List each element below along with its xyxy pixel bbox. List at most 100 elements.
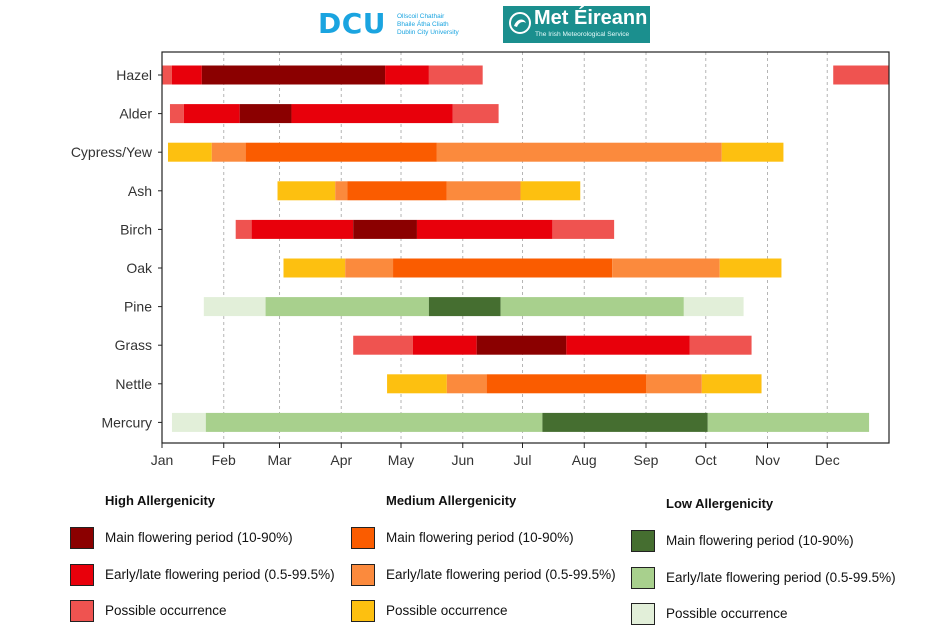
bar-birch-main xyxy=(353,219,417,239)
bar-mercury-main xyxy=(542,412,708,432)
legend-label: Main flowering period (10-90%) xyxy=(105,530,293,545)
legend-label: Early/late flowering period (0.5-99.5%) xyxy=(666,570,896,585)
bar-oak-possible xyxy=(719,258,782,278)
legend-swatch xyxy=(631,530,655,552)
category-label-pine: Pine xyxy=(124,299,152,315)
legend-swatch xyxy=(631,603,655,625)
bar-hazel-possible xyxy=(162,65,172,85)
x-tick-label-jul: Jul xyxy=(514,452,532,468)
bar-nettle-main xyxy=(486,374,647,394)
legend-title-medium: Medium Allergenicity xyxy=(386,493,517,508)
met-swirl-icon xyxy=(509,12,531,34)
legend-item-low-early-late: Early/late flowering period (0.5-99.5%) xyxy=(631,567,927,593)
bar-hazel-early_late xyxy=(171,65,202,85)
legend-title-high: High Allergenicity xyxy=(105,493,216,508)
bar-hazel-early_late xyxy=(385,65,429,85)
bar-ash-early_late xyxy=(446,181,521,201)
dcu-logo-text: DCU xyxy=(318,7,387,40)
legend-label: Early/late flowering period (0.5-99.5%) xyxy=(105,567,335,582)
bar-pine-possible xyxy=(203,297,266,317)
legend-item-high-possible: Possible occurrence xyxy=(70,600,400,626)
dcu-logo: DCU Ollscoil Chathair Bhaile Átha Cliath… xyxy=(318,7,468,40)
bar-pine-main xyxy=(428,297,501,317)
plot-frame xyxy=(161,51,890,444)
bar-grass-early_late xyxy=(412,335,477,355)
met-eireann-logo: Met Éireann The Irish Meteorological Ser… xyxy=(503,6,650,43)
category-label-nettle: Nettle xyxy=(115,376,152,392)
met-logo-name: Met Éireann xyxy=(534,7,648,29)
legend-label: Early/late flowering period (0.5-99.5%) xyxy=(386,567,616,582)
bar-ash-early_late xyxy=(335,181,348,201)
bar-pine-possible xyxy=(683,297,744,317)
legend-item-medium-main: Main flowering period (10-90%) xyxy=(351,527,681,553)
bar-mercury-early_late xyxy=(707,412,870,432)
bar-nettle-early_late xyxy=(446,374,487,394)
x-tick-label-nov: Nov xyxy=(755,452,780,468)
bar-birch-possible xyxy=(235,219,252,239)
bar-pine-early_late xyxy=(500,297,684,317)
dcu-subtitle-line: Dublin City University xyxy=(397,29,459,36)
bar-mercury-early_late xyxy=(205,412,543,432)
category-label-ash: Ash xyxy=(128,183,152,199)
bar-mercury-possible xyxy=(171,412,206,432)
bar-pine-early_late xyxy=(265,297,429,317)
bar-hazel-possible xyxy=(428,65,483,85)
bar-ash-main xyxy=(347,181,447,201)
bar-birch-early_late xyxy=(416,219,553,239)
bar-cypress-yew-early_late xyxy=(436,142,722,162)
bar-cypress-yew-possible xyxy=(167,142,212,162)
category-label-cypress-yew: Cypress/Yew xyxy=(71,144,153,160)
x-tick-label-mar: Mar xyxy=(267,452,291,468)
legend-swatch xyxy=(631,567,655,589)
legend-swatch xyxy=(351,527,375,549)
bar-oak-early_late xyxy=(612,258,720,278)
dcu-subtitle-line: Bhaile Átha Cliath xyxy=(397,21,449,28)
x-tick-label-may: May xyxy=(388,452,414,468)
legend-swatch xyxy=(351,600,375,622)
legend-label: Possible occurrence xyxy=(666,606,788,621)
legend-swatch xyxy=(70,527,94,549)
bar-alder-main xyxy=(239,104,292,124)
bar-cypress-yew-main xyxy=(245,142,437,162)
legend-item-high-early-late: Early/late flowering period (0.5-99.5%) xyxy=(70,564,400,590)
x-tick-label-dec: Dec xyxy=(815,452,840,468)
category-label-oak: Oak xyxy=(126,260,153,276)
category-label-birch: Birch xyxy=(120,221,152,237)
legend-swatch xyxy=(70,600,94,622)
bar-grass-early_late xyxy=(566,335,690,355)
legend-item-medium-early-late: Early/late flowering period (0.5-99.5%) xyxy=(351,564,681,590)
legend-swatch xyxy=(351,564,375,586)
x-tick-label-sep: Sep xyxy=(634,452,659,468)
x-tick-label-oct: Oct xyxy=(695,452,717,468)
legend-label: Main flowering period (10-90%) xyxy=(386,530,574,545)
x-tick-label-jun: Jun xyxy=(451,452,474,468)
legend-title-low: Low Allergenicity xyxy=(666,496,774,511)
bar-cypress-yew-early_late xyxy=(211,142,246,162)
legend-label: Possible occurrence xyxy=(386,603,508,618)
bar-nettle-possible xyxy=(387,374,447,394)
bar-grass-possible xyxy=(353,335,413,355)
pollen-calendar-chart: Hazel Alder Cypress/Yew Ash Birch Oak Pine Gras… xyxy=(71,51,890,468)
bar-alder-possible xyxy=(452,104,499,124)
x-tick-label-jan: Jan xyxy=(151,452,174,468)
bar-hazel-possible xyxy=(833,65,889,85)
legend-item-low-main: Main flowering period (10-90%) xyxy=(631,530,927,556)
category-label-grass: Grass xyxy=(115,337,152,353)
legend-item-medium-possible: Possible occurrence xyxy=(351,600,681,626)
legend-item-high-main: Main flowering period (10-90%) xyxy=(70,527,400,553)
x-tick-label-feb: Feb xyxy=(212,452,236,468)
bar-birch-possible xyxy=(552,219,615,239)
x-tick-label-apr: Apr xyxy=(330,452,352,468)
bar-ash-possible xyxy=(277,181,336,201)
legend-swatch xyxy=(70,564,94,586)
bar-cypress-yew-possible xyxy=(721,142,784,162)
bar-oak-early_late xyxy=(345,258,394,278)
bar-hazel-main xyxy=(201,65,386,85)
category-label-mercury: Mercury xyxy=(101,414,152,430)
legend-label: Possible occurrence xyxy=(105,603,227,618)
bar-alder-possible xyxy=(169,104,184,124)
bar-nettle-early_late xyxy=(646,374,702,394)
bar-alder-early_late xyxy=(291,104,453,124)
met-logo-tagline: The Irish Meteorological Service xyxy=(535,31,630,38)
bar-nettle-possible xyxy=(701,374,762,394)
